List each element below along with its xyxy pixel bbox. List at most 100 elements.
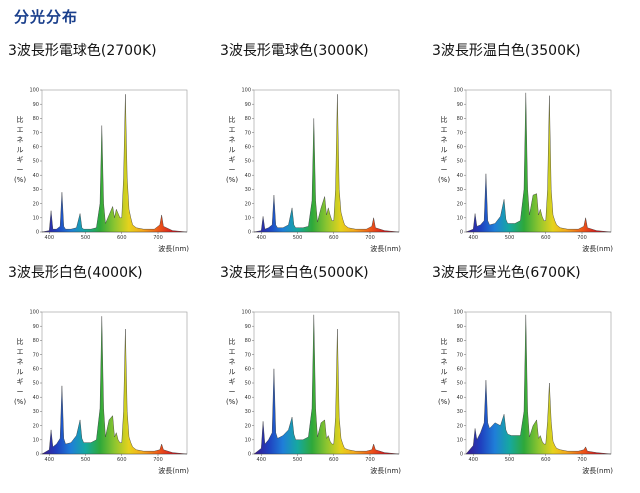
y-tick-label: 80 xyxy=(245,338,251,344)
y-axis-label: ネ xyxy=(441,358,448,366)
y-tick-label: 60 xyxy=(33,367,39,373)
y-tick-label: 30 xyxy=(245,409,251,415)
y-axis-label: ギ xyxy=(229,378,236,386)
chart-title: 3波長形白色(4000K) xyxy=(8,265,143,281)
y-tick-label: 20 xyxy=(457,201,463,207)
spectrum-area xyxy=(41,94,188,233)
spectrum-area xyxy=(41,316,188,455)
y-tick-label: 10 xyxy=(457,216,463,222)
y-axis-label: ー xyxy=(229,388,236,396)
y-axis-label: ル xyxy=(17,146,24,154)
y-axis-label: ギ xyxy=(441,378,448,386)
x-tick-label: 700 xyxy=(577,235,587,241)
y-tick-label: 90 xyxy=(33,102,39,108)
y-tick-label: 30 xyxy=(457,409,463,415)
y-axis-label: ー xyxy=(17,166,24,174)
y-axis-label: ー xyxy=(441,388,448,396)
y-tick-label: 80 xyxy=(33,338,39,344)
y-tick-label: 90 xyxy=(457,324,463,330)
y-tick-label: 20 xyxy=(245,201,251,207)
y-tick-label: 20 xyxy=(457,423,463,429)
x-tick-label: 600 xyxy=(329,235,339,241)
x-axis-label: 波長(nm) xyxy=(582,466,613,475)
x-tick-label: 700 xyxy=(153,235,163,241)
x-axis-label: 波長(nm) xyxy=(370,244,401,253)
x-tick-label: 500 xyxy=(505,457,515,463)
y-tick-label: 0 xyxy=(460,230,463,236)
y-tick-label: 10 xyxy=(245,438,251,444)
y-tick-label: 60 xyxy=(33,145,39,151)
spectrum-chart-4000k: 0 10 20 30 40 50 60 70 80 90 100 400 500 600 700 比エネルギー… xyxy=(14,310,189,475)
y-tick-label: 40 xyxy=(457,395,463,401)
chart-panel-5000k: 3波長形昼白色(5000K) 0 10 20 30 40 50 60 70 80 90 100 400… xyxy=(220,262,425,487)
spectrum-chart-6700k: 0 10 20 30 40 50 60 70 80 90 100 400 500 600 700 比エネルギー… xyxy=(438,310,613,475)
x-tick-label: 700 xyxy=(153,457,163,463)
x-tick-label: 400 xyxy=(256,235,266,241)
y-tick-label: 0 xyxy=(36,452,39,458)
y-tick-label: 90 xyxy=(457,102,463,108)
y-axis-label: ー xyxy=(229,166,236,174)
x-axis-label: 波長(nm) xyxy=(158,244,189,253)
y-axis-label: (%) xyxy=(14,398,26,406)
chart-panel-3500k: 3波長形温白色(3500K) 0 10 20 30 40 50 60 70 80 90 100 400… xyxy=(432,40,637,265)
y-tick-label: 40 xyxy=(457,173,463,179)
y-tick-label: 10 xyxy=(245,216,251,222)
spectrum-area xyxy=(465,314,612,455)
x-tick-label: 400 xyxy=(256,457,266,463)
y-tick-label: 50 xyxy=(245,381,251,387)
y-tick-label: 40 xyxy=(33,173,39,179)
y-axis-label: (%) xyxy=(438,176,450,184)
y-tick-label: 80 xyxy=(245,116,251,122)
y-axis-label: (%) xyxy=(14,176,26,184)
y-tick-label: 20 xyxy=(33,423,39,429)
page-title: 分光分布 xyxy=(14,8,79,26)
plot-frame xyxy=(465,89,612,233)
x-tick-label: 500 xyxy=(293,457,303,463)
x-tick-label: 700 xyxy=(365,457,375,463)
spectrum-chart-5000k: 0 10 20 30 40 50 60 70 80 90 100 400 500 600 700 比エネルギー… xyxy=(226,310,401,475)
y-tick-label: 90 xyxy=(245,324,251,330)
plot-frame xyxy=(253,89,400,233)
y-axis-label: ギ xyxy=(17,156,24,164)
y-tick-label: 100 xyxy=(453,310,463,316)
y-axis-label: 比 xyxy=(229,115,236,124)
x-tick-label: 600 xyxy=(117,235,127,241)
y-tick-label: 10 xyxy=(33,438,39,444)
y-tick-label: 50 xyxy=(457,381,463,387)
y-axis-label: ー xyxy=(441,166,448,174)
y-axis-label: (%) xyxy=(226,398,238,406)
y-tick-label: 0 xyxy=(36,230,39,236)
y-axis-label: ネ xyxy=(441,136,448,144)
y-axis-label: ル xyxy=(17,368,24,376)
y-tick-label: 60 xyxy=(457,145,463,151)
x-tick-label: 500 xyxy=(81,457,91,463)
y-axis-label: (%) xyxy=(438,398,450,406)
spectrum-chart-3500k: 0 10 20 30 40 50 60 70 80 90 100 400 500 600 700 比エネルギー… xyxy=(438,88,613,253)
x-tick-label: 600 xyxy=(541,457,551,463)
y-tick-label: 20 xyxy=(33,201,39,207)
y-axis-label: 比 xyxy=(441,115,448,124)
y-axis-label: エ xyxy=(441,348,448,356)
y-tick-label: 50 xyxy=(33,159,39,165)
y-tick-label: 60 xyxy=(245,145,251,151)
x-tick-label: 600 xyxy=(329,457,339,463)
y-tick-label: 100 xyxy=(29,310,39,316)
y-tick-label: 100 xyxy=(29,88,39,94)
y-axis-label: ル xyxy=(229,368,236,376)
chart-title: 3波長形昼光色(6700K) xyxy=(432,265,581,281)
y-tick-label: 0 xyxy=(248,452,251,458)
y-axis-label: ル xyxy=(229,146,236,154)
y-tick-label: 30 xyxy=(245,187,251,193)
spectrum-chart-2700k: 0 10 20 30 40 50 60 70 80 90 100 400 500 600 700 比エネルギー… xyxy=(14,88,189,253)
x-tick-label: 700 xyxy=(365,235,375,241)
plot-frame xyxy=(41,89,188,233)
plot-frame xyxy=(41,311,188,455)
y-tick-label: 50 xyxy=(245,159,251,165)
y-axis-label: エ xyxy=(17,126,24,134)
chart-title: 3波長形電球色(2700K) xyxy=(8,43,157,59)
y-tick-label: 90 xyxy=(33,324,39,330)
y-axis-label: (%) xyxy=(226,176,238,184)
y-tick-label: 10 xyxy=(457,438,463,444)
y-tick-label: 40 xyxy=(33,395,39,401)
y-tick-label: 70 xyxy=(33,130,39,136)
